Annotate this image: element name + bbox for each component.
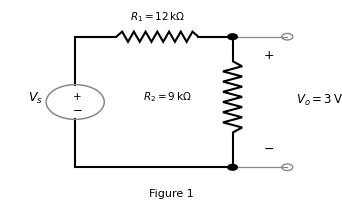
Circle shape: [228, 34, 237, 40]
Text: $V_s$: $V_s$: [28, 91, 43, 106]
Text: $R_2 = 9\,\mathrm{k\Omega}$: $R_2 = 9\,\mathrm{k\Omega}$: [143, 90, 192, 104]
Circle shape: [228, 164, 237, 170]
Text: $R_1 = 12\,\mathrm{k\Omega}$: $R_1 = 12\,\mathrm{k\Omega}$: [130, 10, 185, 24]
Text: $+$: $+$: [263, 49, 274, 62]
Text: $+$: $+$: [72, 91, 82, 102]
Text: $-$: $-$: [263, 142, 274, 155]
Text: $V_o = 3\,\mathrm{V}$: $V_o = 3\,\mathrm{V}$: [296, 92, 342, 108]
Text: $-$: $-$: [71, 102, 82, 115]
Text: Figure 1: Figure 1: [149, 189, 193, 199]
